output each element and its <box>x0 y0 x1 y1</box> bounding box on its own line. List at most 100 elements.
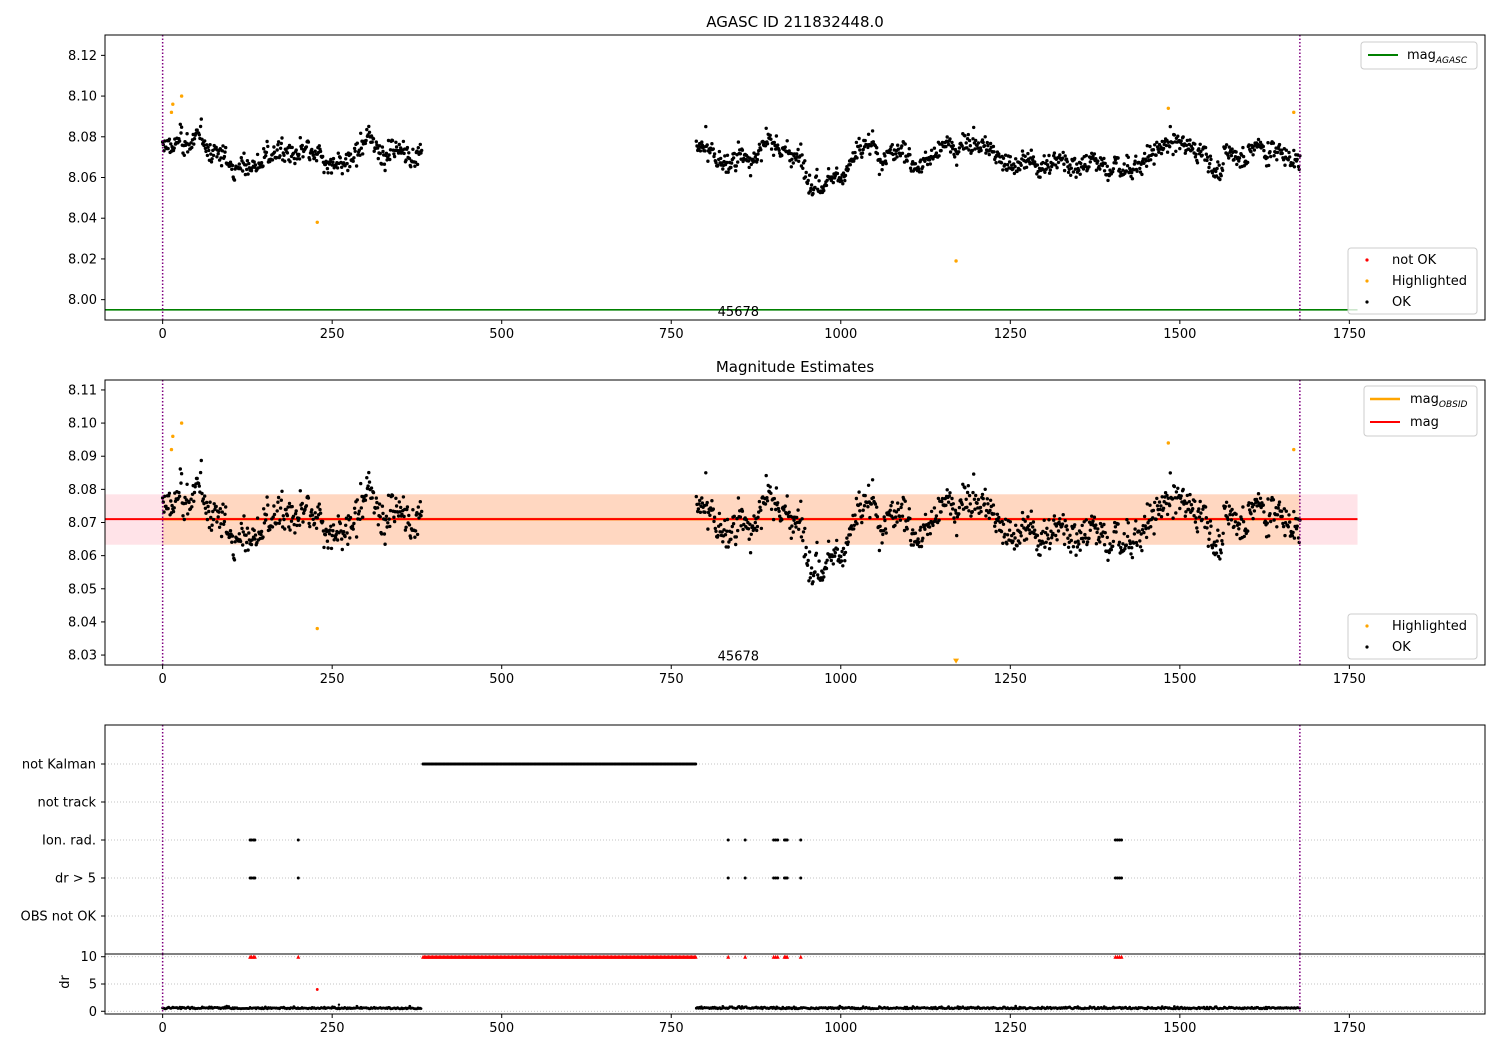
agasc-ok-point <box>1218 177 1222 182</box>
estimates-ok-point <box>1035 533 1040 538</box>
ion-rad-point <box>253 838 257 842</box>
estimates-ok-point <box>1079 530 1083 535</box>
agasc-ok-point <box>1275 158 1279 162</box>
agasc-ok-point <box>997 152 1001 156</box>
estimates-ok-point <box>1045 526 1049 530</box>
estimates-ok-point <box>796 508 800 512</box>
agasc-ok-point <box>1026 151 1030 156</box>
agasc-ok-point <box>1193 142 1197 146</box>
estimates-ok-point <box>976 497 981 502</box>
legend2-ok-label: OK <box>1392 640 1411 655</box>
dr-x-tick-label: 1250 <box>994 1021 1027 1036</box>
estimates-ok-point <box>860 514 865 518</box>
agasc-ok-point <box>890 143 894 147</box>
dr-gt-5-point <box>253 876 257 880</box>
estimates-ok-point <box>917 540 921 544</box>
estimates-ok-point <box>1195 530 1200 534</box>
agasc-ok-point <box>1198 142 1202 146</box>
legend2-highlighted-marker <box>1365 624 1369 628</box>
estimates-ok-point <box>837 557 841 562</box>
estimates-ok-point <box>1139 532 1143 536</box>
estimates-ok-point <box>1161 506 1166 510</box>
estimates-ok-point <box>275 509 279 513</box>
agasc-ok-point <box>415 149 419 153</box>
estimates-ok-point <box>1098 540 1102 544</box>
estimates-ok-point <box>905 527 909 531</box>
estimates-ok-point <box>911 543 915 547</box>
estimates-ok-point <box>759 526 764 531</box>
agasc-ok-point <box>407 151 411 155</box>
estimates-ok-point <box>348 515 353 520</box>
estimates-line-legend: magOBSID mag <box>1363 385 1478 437</box>
estimates-ok-point <box>1187 507 1191 512</box>
estimates-ok-point <box>1193 499 1197 503</box>
agasc-ok-point <box>945 135 949 139</box>
estimates-ok-point <box>1105 535 1110 540</box>
agasc-ok-point <box>274 155 279 160</box>
agasc-ok-point <box>824 183 829 188</box>
agasc-ok-point <box>1151 152 1155 156</box>
estimates-ok-point <box>1117 543 1121 547</box>
estimates-ok-point <box>198 470 203 475</box>
estimates-ok-point <box>1268 512 1272 516</box>
agasc-ok-point <box>338 156 342 160</box>
agasc-ok-point <box>1235 162 1239 167</box>
estimates-ok-point <box>965 490 970 495</box>
agasc-ok-point <box>704 124 708 129</box>
estimates-ok-point <box>703 510 707 514</box>
flags-row-label: Ion. rad. <box>42 834 96 849</box>
agasc-ok-point <box>1111 170 1115 174</box>
agasc-ok-point <box>1237 156 1242 160</box>
estimates-ok-point <box>1108 542 1112 546</box>
estimates-ok-point <box>293 512 298 516</box>
agasc-ok-point <box>1024 165 1029 169</box>
agasc-ok-point <box>1015 169 1019 174</box>
agasc-ok-point <box>198 124 203 129</box>
estimates-ok-point <box>278 506 283 510</box>
agasc-x-tick-label: 500 <box>489 327 514 342</box>
dr-outlier-point <box>315 988 319 991</box>
estimates-ok-point <box>1138 545 1143 549</box>
estimates-ok-point <box>259 529 264 534</box>
estimates-ok-point <box>1283 533 1287 538</box>
agasc-ok-point <box>1124 169 1129 173</box>
agasc-ok-point <box>182 153 186 157</box>
agasc-ok-point <box>1219 174 1223 178</box>
estimates-ok-point <box>177 494 182 498</box>
agasc-ok-point <box>352 156 356 160</box>
agasc-ok-point <box>1227 145 1232 149</box>
estimates-ok-point <box>791 530 795 534</box>
estimates-ok-point <box>220 510 224 514</box>
estimates-ok-point <box>936 496 941 501</box>
estimates-y-tick-label: 8.10 <box>68 417 97 432</box>
estimates-ok-point <box>264 518 268 522</box>
estimates-ok-point <box>1271 498 1276 502</box>
agasc-ok-point <box>297 152 301 157</box>
estimates-ok-point <box>283 527 287 531</box>
agasc-ok-point <box>230 167 234 171</box>
estimates-ok-point <box>755 524 760 529</box>
agasc-ok-point <box>1029 148 1034 152</box>
agasc-ok-point <box>1199 149 1203 154</box>
agasc-ok-point <box>888 147 892 152</box>
agasc-ok-point <box>1139 162 1143 166</box>
agasc-ok-point <box>919 158 923 162</box>
estimates-ok-point <box>179 472 184 476</box>
agasc-ok-point <box>295 157 299 161</box>
estimates-ok-point <box>1125 518 1129 522</box>
dr-x-tick-label: 0 <box>159 1021 167 1036</box>
agasc-ok-point <box>929 148 934 152</box>
estimates-ok-point <box>858 502 863 506</box>
agasc-ok-point <box>1233 155 1238 159</box>
estimates-ok-point <box>1226 517 1230 522</box>
agasc-ok-point <box>1194 152 1198 156</box>
estimates-ok-point <box>277 521 281 525</box>
estimates-ok-point <box>361 515 365 519</box>
estimates-ok-point <box>405 505 410 509</box>
agasc-y-ticks: 8.008.028.048.068.088.108.12 <box>68 49 105 308</box>
agasc-ok-point <box>200 137 204 141</box>
estimates-ok-point <box>1012 531 1016 536</box>
estimates-ok-point <box>228 535 232 539</box>
agasc-ok-point <box>928 162 932 166</box>
agasc-ok-point <box>1052 151 1057 155</box>
